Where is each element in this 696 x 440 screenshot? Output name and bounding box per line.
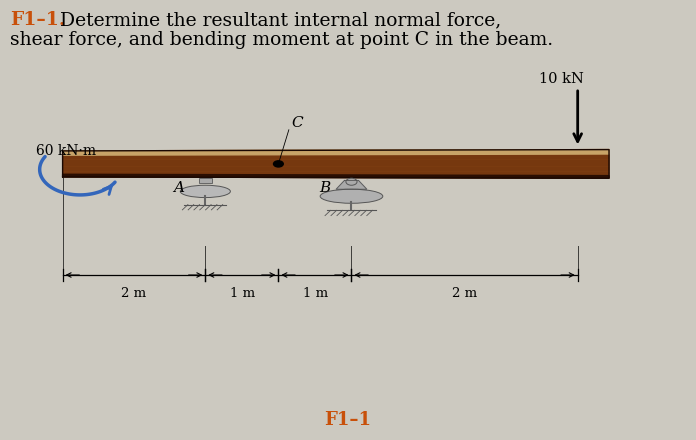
Text: 2 m: 2 m — [452, 287, 477, 301]
FancyBboxPatch shape — [199, 178, 212, 183]
Text: 1 m: 1 m — [303, 287, 328, 301]
Text: 60 kN·m: 60 kN·m — [36, 144, 96, 158]
Text: 2 m: 2 m — [121, 287, 146, 301]
Polygon shape — [63, 174, 609, 178]
Polygon shape — [336, 180, 367, 189]
Ellipse shape — [320, 189, 383, 203]
Text: F1–1.: F1–1. — [10, 11, 66, 29]
Circle shape — [346, 178, 357, 185]
Text: 10 kN: 10 kN — [539, 72, 584, 86]
Text: Determine the resultant internal normal force,: Determine the resultant internal normal … — [54, 11, 501, 29]
Text: B: B — [319, 181, 331, 195]
Text: A: A — [173, 181, 184, 195]
Text: 1 m: 1 m — [230, 287, 255, 301]
Polygon shape — [63, 150, 609, 155]
Polygon shape — [63, 150, 609, 178]
Ellipse shape — [180, 185, 230, 198]
Text: shear force, and bending moment at point C in the beam.: shear force, and bending moment at point… — [10, 31, 553, 49]
Circle shape — [274, 161, 283, 167]
Text: F1–1: F1–1 — [324, 411, 372, 429]
Text: C: C — [291, 116, 303, 130]
